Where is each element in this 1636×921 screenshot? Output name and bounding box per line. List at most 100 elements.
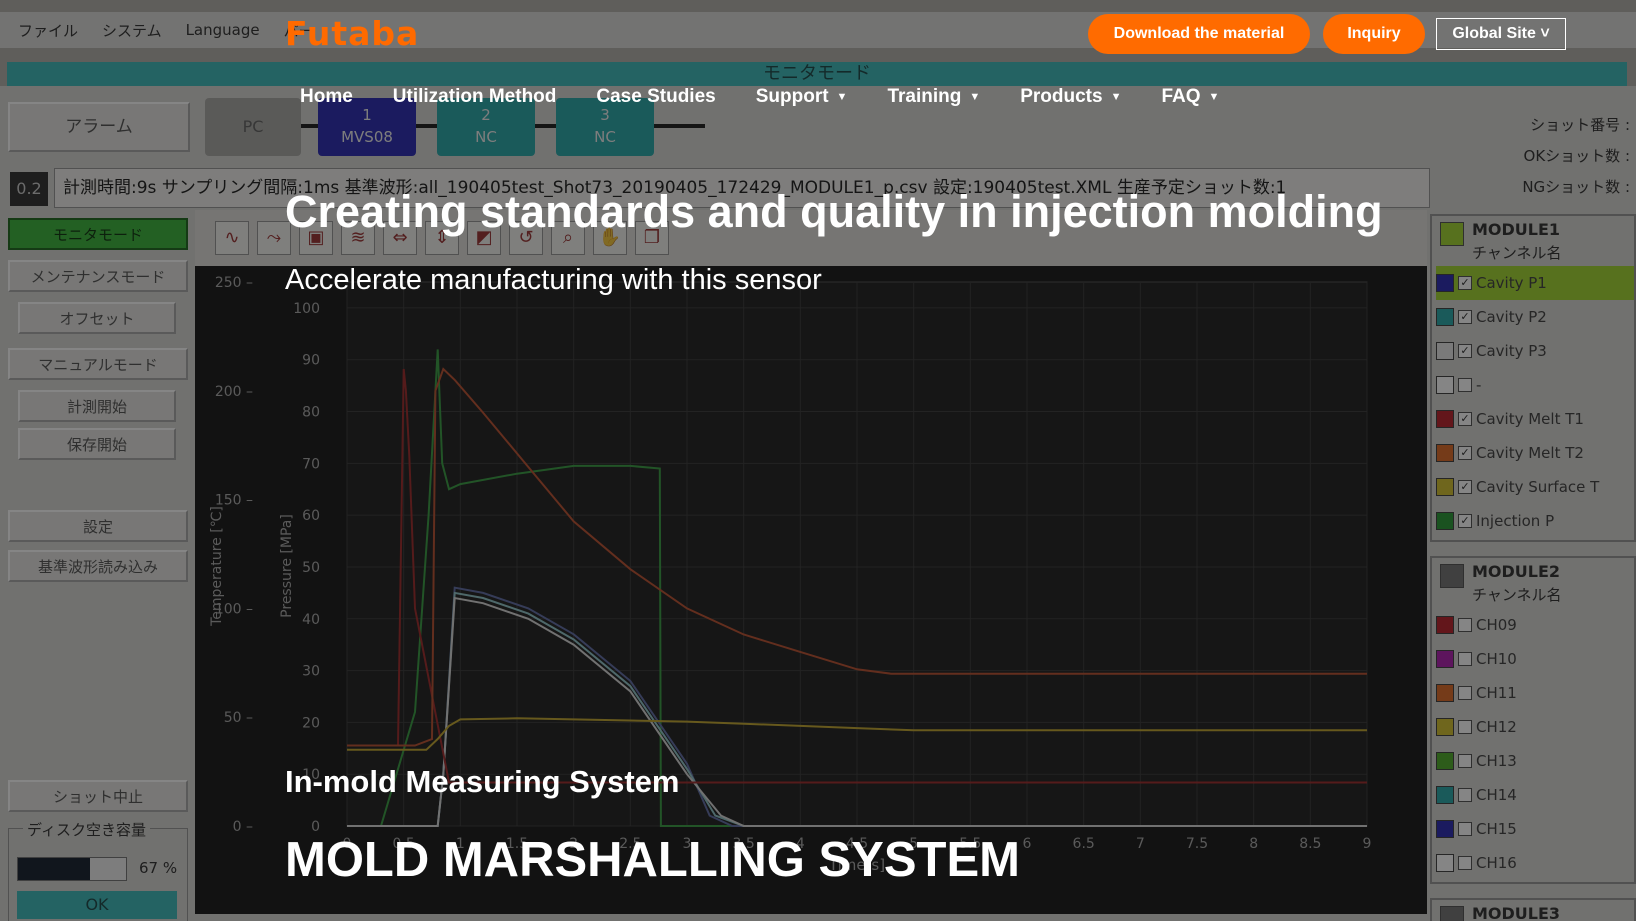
channel-row[interactable]: CH10: [1436, 642, 1634, 676]
chart-fit-icon[interactable]: ◩: [467, 221, 501, 255]
chart-overlay-icon[interactable]: ≋: [341, 221, 375, 255]
channel-checkbox[interactable]: ✓: [1458, 514, 1472, 528]
channel-checkbox[interactable]: [1458, 686, 1472, 700]
channel-row[interactable]: CH12: [1436, 710, 1634, 744]
channel-checkbox[interactable]: ✓: [1458, 344, 1472, 358]
measure-start-button[interactable]: 計測開始: [18, 390, 176, 422]
channel-color-swatch: [1436, 410, 1454, 428]
maintenance-mode-button[interactable]: メンテナンスモード: [8, 260, 188, 292]
channel-row[interactable]: CH14: [1436, 778, 1634, 812]
channel-checkbox[interactable]: [1458, 378, 1472, 392]
menu-file[interactable]: ファイル: [18, 21, 79, 40]
futaba-logo[interactable]: Futaba: [285, 14, 420, 53]
x-tick-label: 1.5: [506, 836, 528, 852]
shot-stop-button[interactable]: ショット中止: [8, 780, 188, 812]
x-tick-label: 4: [796, 836, 805, 852]
nav-training[interactable]: Training ▼: [887, 86, 980, 108]
x-tick-label: 8.5: [1299, 836, 1321, 852]
channel-checkbox[interactable]: [1458, 856, 1472, 870]
module-color-swatch: [1440, 564, 1464, 588]
nav-products[interactable]: Products ▼: [1020, 86, 1121, 108]
magnifier-icon[interactable]: ⌕: [551, 221, 585, 255]
channel-row[interactable]: CH13: [1436, 744, 1634, 778]
channel-checkbox[interactable]: ✓: [1458, 446, 1472, 460]
expand-vertical-icon[interactable]: ⇕: [425, 221, 459, 255]
inquiry-button[interactable]: Inquiry: [1323, 14, 1425, 54]
channel-checkbox[interactable]: [1458, 788, 1472, 802]
load-reference-wave-button[interactable]: 基準波形読み込み: [8, 550, 188, 582]
disk-space-value: 67 %: [139, 859, 178, 877]
series-line-cavity-surface-t: [347, 717, 1367, 751]
channel-checkbox[interactable]: ✓: [1458, 276, 1472, 290]
copy-icon[interactable]: ❐: [635, 221, 669, 255]
zoom-box-icon[interactable]: ▣: [299, 221, 333, 255]
x-tick-label: 5: [909, 836, 918, 852]
pressure-tick-label: 40: [302, 612, 320, 628]
channel-checkbox[interactable]: [1458, 652, 1472, 666]
nav-case-studies[interactable]: Case Studies: [596, 86, 715, 108]
module-color-swatch: [1440, 222, 1464, 246]
pressure-tick-label: 70: [302, 456, 320, 472]
settings-button[interactable]: 設定: [8, 510, 188, 542]
nav-faq[interactable]: FAQ ▼: [1161, 86, 1219, 108]
disk-space-bar: [17, 857, 127, 881]
channel-row[interactable]: ✓ Cavity P2: [1436, 300, 1634, 334]
chart-multi-icon[interactable]: ⤳: [257, 221, 291, 255]
ok-button[interactable]: OK: [17, 891, 177, 919]
hand-pan-icon[interactable]: ✋: [593, 221, 627, 255]
temperature-axis-label: Temperature [℃]: [209, 506, 225, 627]
hero-subtitle: Accelerate manufacturing with this senso…: [285, 264, 822, 296]
channel-row[interactable]: ✓ Cavity Melt T2: [1436, 436, 1634, 470]
channel-checkbox[interactable]: ✓: [1458, 310, 1472, 324]
monitor-mode-button[interactable]: モニタモード: [8, 218, 188, 250]
channel-checkbox[interactable]: [1458, 754, 1472, 768]
node-2[interactable]: 2 NC: [437, 98, 535, 156]
channel-checkbox[interactable]: [1458, 822, 1472, 836]
menu-parameter[interactable]: パー: [283, 21, 314, 40]
channel-panel: MODULE1 チャンネル名 ✓ Cavity P1 ✓ Cavity P2 ✓ Cavity…: [1430, 214, 1636, 921]
channel-row[interactable]: ✓ Injection P: [1436, 504, 1634, 538]
expand-horizontal-icon[interactable]: ⇔: [383, 221, 417, 255]
node-1[interactable]: 1 MVS08: [318, 98, 416, 156]
channel-checkbox[interactable]: [1458, 720, 1472, 734]
save-start-button[interactable]: 保存開始: [18, 428, 176, 460]
channel-row[interactable]: CH09: [1436, 608, 1634, 642]
channel-row[interactable]: CH16: [1436, 846, 1634, 880]
node-3[interactable]: 3 NC: [556, 98, 654, 156]
global-site-select[interactable]: Global Site ˅: [1436, 18, 1566, 50]
channel-color-swatch: [1436, 650, 1454, 668]
module-2-box: MODULE2 チャンネル名 CH09 CH10 CH11 CH12 CH13 CH14 CH1…: [1430, 556, 1636, 884]
channel-row[interactable]: CH11: [1436, 676, 1634, 710]
channel-color-swatch: [1436, 820, 1454, 838]
node-2-number: 2: [481, 106, 491, 124]
channel-label: CH14: [1476, 786, 1517, 804]
channel-row[interactable]: ✓ Cavity Melt T1: [1436, 402, 1634, 436]
menu-system[interactable]: システム: [102, 21, 162, 40]
channel-row[interactable]: ✓ Cavity P1: [1436, 266, 1634, 300]
manual-mode-button[interactable]: マニュアルモード: [8, 348, 188, 380]
nav-utilization-method[interactable]: Utilization Method: [393, 86, 557, 108]
nav-home[interactable]: Home: [300, 86, 353, 108]
channel-row[interactable]: CH15: [1436, 812, 1634, 846]
chart-line-icon[interactable]: ∿: [215, 221, 249, 255]
alarm-button[interactable]: アラーム: [8, 102, 190, 152]
channel-color-swatch: [1436, 616, 1454, 634]
module-name: MODULE1: [1472, 220, 1561, 239]
channel-row[interactable]: ✓ Cavity P3: [1436, 334, 1634, 368]
channel-checkbox[interactable]: ✓: [1458, 412, 1472, 426]
site-header: Futaba Download the material Inquiry Glo…: [0, 0, 1636, 120]
channel-row[interactable]: ✓ Cavity Surface T: [1436, 470, 1634, 504]
menu-language[interactable]: Language: [185, 21, 260, 39]
channel-checkbox[interactable]: ✓: [1458, 480, 1472, 494]
download-material-button[interactable]: Download the material: [1088, 14, 1310, 54]
x-tick-label: 3: [683, 836, 692, 852]
channel-checkbox[interactable]: [1458, 618, 1472, 632]
offset-button[interactable]: オフセット: [18, 302, 176, 334]
chart-reset-icon[interactable]: ↺: [509, 221, 543, 255]
channel-label: Cavity P2: [1476, 308, 1547, 326]
node-1-label: MVS08: [341, 128, 393, 146]
channel-row[interactable]: -: [1436, 368, 1634, 402]
nav-support[interactable]: Support ▼: [756, 86, 848, 108]
temperature-tick-label: 0 –: [233, 819, 253, 835]
